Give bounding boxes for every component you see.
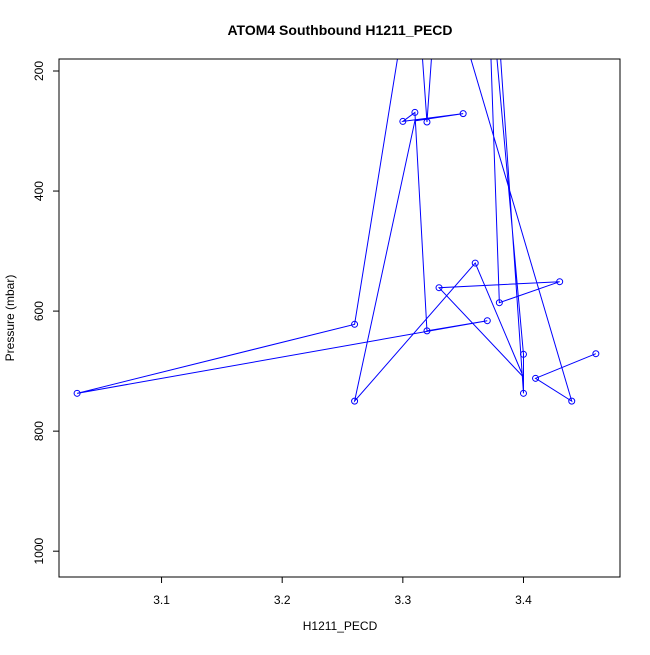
- chart-title: ATOM4 Southbound H1211_PECD: [227, 22, 452, 38]
- data-point: [519, 350, 527, 358]
- plot-area: [73, 59, 600, 405]
- y-axis: 200 400 600 800 1000: [32, 61, 59, 565]
- series-line: [76, 59, 597, 403]
- data-point: [423, 118, 431, 126]
- data-point: [556, 278, 564, 286]
- y-axis-label: Pressure (mbar): [3, 275, 17, 362]
- x-tick-label: 3.2: [274, 593, 291, 607]
- data-point: [568, 397, 576, 405]
- data-point: [423, 327, 431, 335]
- data-point: [73, 389, 81, 397]
- data-point: [399, 117, 407, 125]
- data-point: [411, 108, 419, 116]
- data-point: [592, 350, 600, 358]
- y-tick-label: 200: [32, 61, 46, 81]
- plot-frame: [58, 58, 621, 578]
- x-tick-label: 3.1: [153, 593, 170, 607]
- x-tick-label: 3.3: [394, 593, 411, 607]
- y-tick-label: 1000: [32, 538, 46, 565]
- data-point: [483, 317, 491, 325]
- data-point: [532, 374, 540, 382]
- y-tick-label: 600: [32, 301, 46, 321]
- data-point: [519, 389, 527, 397]
- x-axis-label: H1211_PECD: [303, 619, 378, 633]
- data-point: [351, 320, 359, 328]
- y-tick-label: 800: [32, 421, 46, 441]
- x-tick-label: 3.4: [515, 593, 532, 607]
- data-point: [471, 259, 479, 267]
- data-point: [495, 299, 503, 307]
- x-axis: 3.1 3.2 3.3 3.4: [153, 577, 532, 607]
- data-point: [351, 397, 359, 405]
- data-point: [435, 284, 443, 292]
- data-point: [459, 110, 467, 118]
- y-tick-label: 400: [32, 181, 46, 201]
